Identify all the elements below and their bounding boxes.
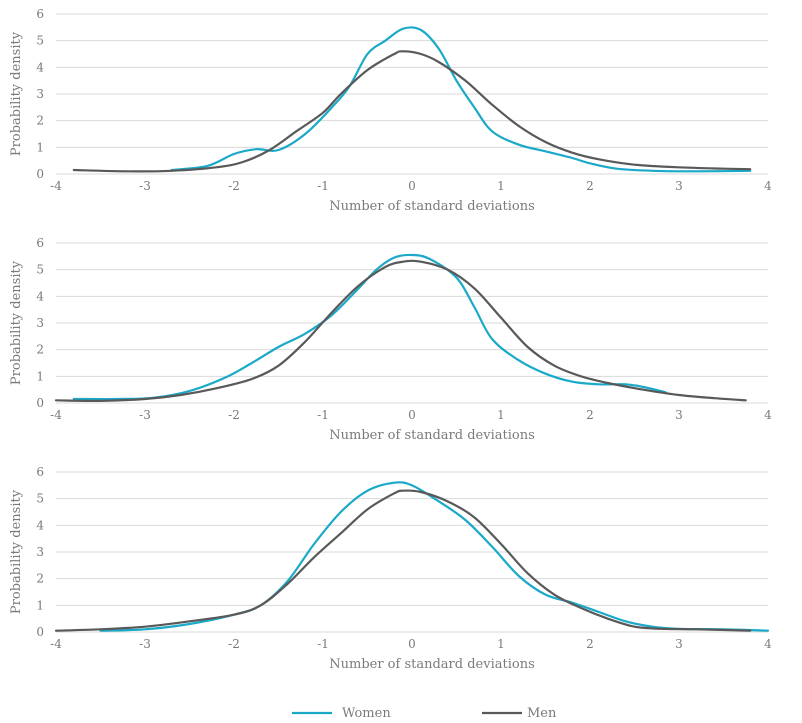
y-tick-label: 3 xyxy=(36,545,44,559)
y-tick-label: 6 xyxy=(36,7,44,21)
series-line-women xyxy=(170,26,752,173)
x-tick-label: -3 xyxy=(139,637,151,651)
legend: Women Men xyxy=(292,706,557,721)
x-tick-label: 0 xyxy=(408,179,416,193)
legend-label: Men xyxy=(527,706,557,721)
x-tick-label: 3 xyxy=(675,179,683,193)
legend-item-women: Women xyxy=(292,706,391,721)
x-tick-label: 1 xyxy=(497,637,505,651)
chart-panel-3: 0 1 2 3 4 5 6 -4 -3 -2 -1 0 1 2 3 4 Number of standard d… xyxy=(9,465,772,672)
x-tick-label: -2 xyxy=(228,637,240,651)
x-tick-label: -4 xyxy=(50,408,62,422)
x-tick-label: -4 xyxy=(50,179,62,193)
y-tick-label: 2 xyxy=(36,114,44,128)
y-axis-title: Probability density xyxy=(9,31,24,156)
series-line-men xyxy=(54,489,752,632)
y-tick-label: 0 xyxy=(36,396,44,410)
x-tick-label: 4 xyxy=(764,637,772,651)
legend-item-men: Men xyxy=(482,706,557,721)
y-tick-label: 1 xyxy=(36,598,44,612)
y-axis-title: Probability density xyxy=(9,489,24,614)
y-tick-label: 0 xyxy=(36,625,44,639)
legend-label: Women xyxy=(342,706,391,721)
y-tick-label: 5 xyxy=(36,492,44,506)
y-tick-label: 3 xyxy=(36,316,44,330)
y-tick-label: 4 xyxy=(36,60,44,74)
x-tick-label: -1 xyxy=(317,408,329,422)
x-tick-label: 4 xyxy=(764,408,772,422)
y-tick-label: 4 xyxy=(36,518,44,532)
x-tick-label: -3 xyxy=(139,408,151,422)
y-tick-label: 0 xyxy=(36,167,44,181)
x-axis-title: Number of standard deviations xyxy=(329,428,535,443)
y-tick-label: 1 xyxy=(36,369,44,383)
x-axis-title: Number of standard deviations xyxy=(329,657,535,672)
x-tick-label: 1 xyxy=(497,408,505,422)
chart-panel-2: 0 1 2 3 4 5 6 -4 -3 -2 -1 0 1 2 3 4 Number of standard d… xyxy=(9,236,772,443)
x-tick-label: -3 xyxy=(139,179,151,193)
x-tick-label: 3 xyxy=(675,408,683,422)
x-tick-label: -2 xyxy=(228,408,240,422)
series-line-women xyxy=(99,481,770,632)
y-tick-label: 5 xyxy=(36,34,44,48)
y-tick-label: 2 xyxy=(36,343,44,357)
chart-panel-1: 0 1 2 3 4 5 6 -4 -3 -2 -1 0 1 2 3 4 Number of standard d… xyxy=(9,7,772,214)
x-axis-title: Number of standard deviations xyxy=(329,199,535,214)
y-tick-label: 2 xyxy=(36,572,44,586)
x-tick-label: 0 xyxy=(408,637,416,651)
y-tick-label: 6 xyxy=(36,465,44,479)
series-line-men xyxy=(54,259,747,403)
y-tick-label: 3 xyxy=(36,87,44,101)
x-tick-label: 0 xyxy=(408,408,416,422)
x-tick-label: -2 xyxy=(228,179,240,193)
x-tick-label: -4 xyxy=(50,637,62,651)
x-tick-label: 3 xyxy=(675,637,683,651)
y-tick-label: 6 xyxy=(36,236,44,250)
series-line-men xyxy=(72,50,752,173)
x-tick-label: -1 xyxy=(317,637,329,651)
x-tick-label: 2 xyxy=(586,408,594,422)
x-tick-label: 2 xyxy=(586,637,594,651)
y-tick-label: 1 xyxy=(36,140,44,154)
y-tick-label: 5 xyxy=(36,263,44,277)
x-tick-label: 4 xyxy=(764,179,772,193)
x-tick-label: 1 xyxy=(497,179,505,193)
y-axis-title: Probability density xyxy=(9,260,24,385)
x-tick-label: 2 xyxy=(586,179,594,193)
y-tick-label: 4 xyxy=(36,289,44,303)
x-tick-label: -1 xyxy=(317,179,329,193)
series-line-women xyxy=(72,253,667,401)
